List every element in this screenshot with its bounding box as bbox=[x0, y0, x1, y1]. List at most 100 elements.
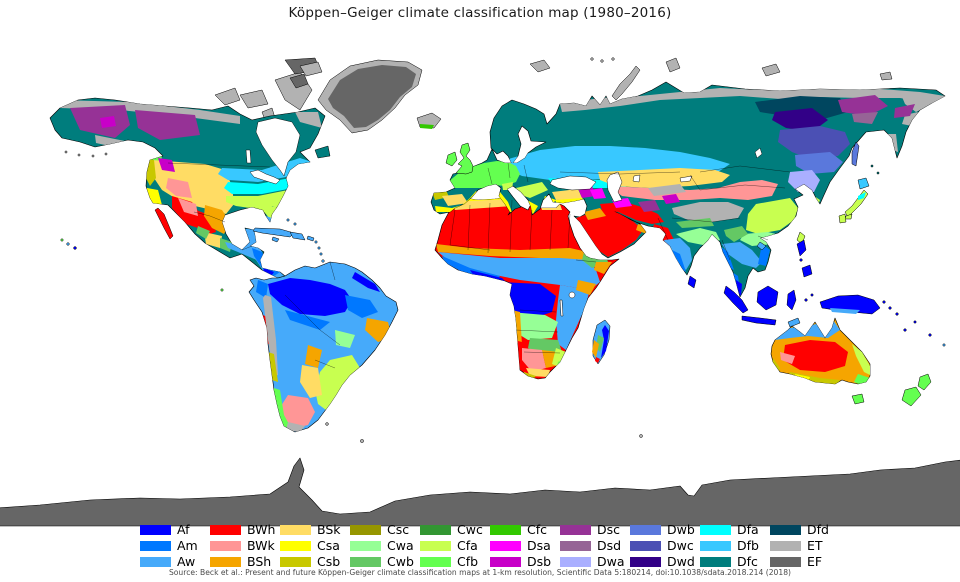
legend-swatch-Dwa bbox=[560, 556, 591, 568]
legend-item-Am: Am bbox=[140, 538, 210, 554]
legend-swatch-EF bbox=[770, 556, 801, 568]
eurasia bbox=[430, 57, 946, 328]
legend-item-BWk: BWk bbox=[210, 538, 280, 554]
legend-code-Cwa: Cwa bbox=[387, 538, 414, 553]
legend-code-Dsc: Dsc bbox=[597, 522, 621, 537]
legend-item-BWh: BWh bbox=[210, 522, 280, 538]
legend-code-Csb: Csb bbox=[317, 554, 341, 569]
legend-code-Dwc: Dwc bbox=[667, 538, 694, 553]
legend-swatch-Dfb bbox=[700, 540, 731, 552]
legend-item-Dsd: Dsd bbox=[560, 538, 630, 554]
legend-code-Cfb: Cfb bbox=[457, 554, 479, 569]
legend-code-Cfa: Cfa bbox=[457, 538, 478, 553]
legend-code-Dsa: Dsa bbox=[527, 538, 551, 553]
legend-code-EF: EF bbox=[807, 554, 823, 569]
legend-swatch-Csa bbox=[280, 540, 311, 552]
legend-swatch-BSh bbox=[210, 556, 241, 568]
legend-code-Dwb: Dwb bbox=[667, 522, 695, 537]
eurasia-climate-patches bbox=[432, 88, 945, 296]
legend-swatch-BWk bbox=[210, 540, 241, 552]
legend-item-Dsc: Dsc bbox=[560, 522, 630, 538]
legend-swatch-Dfd bbox=[770, 524, 801, 536]
legend-swatch-ET bbox=[770, 540, 801, 552]
legend-item-Dwc: Dwc bbox=[630, 538, 700, 554]
legend-item-Cfc: Cfc bbox=[490, 522, 560, 538]
legend-swatch-Dwd bbox=[630, 556, 661, 568]
legend-code-Dfb: Dfb bbox=[737, 538, 759, 553]
legend-item-Cwc: Cwc bbox=[420, 522, 490, 538]
legend-item-Cfb: Cfb bbox=[420, 554, 490, 570]
antarctica bbox=[0, 434, 960, 527]
legend-swatch-Dfc bbox=[700, 556, 731, 568]
legend-item-Csb: Csb bbox=[280, 554, 350, 570]
legend-item-EF: EF bbox=[770, 554, 840, 570]
legend-swatch-BWh bbox=[210, 524, 241, 536]
page-title: Köppen–Geiger climate classification map… bbox=[288, 5, 672, 21]
legend-swatch-Cfc bbox=[490, 524, 521, 536]
legend-swatch-Dwc bbox=[630, 540, 661, 552]
legend-item-Dwd: Dwd bbox=[630, 554, 700, 570]
legend-code-Dfc: Dfc bbox=[737, 554, 758, 569]
source-citation: Source: Beck et al.: Present and future … bbox=[168, 568, 792, 577]
legend-item-Af: Af bbox=[140, 522, 210, 538]
legend-item-ET: ET bbox=[770, 538, 840, 554]
legend-item-Dwb: Dwb bbox=[630, 522, 700, 538]
legend-code-Aw: Aw bbox=[177, 554, 196, 569]
legend-item-Dwa: Dwa bbox=[560, 554, 630, 570]
legend-swatch-Csb bbox=[280, 556, 311, 568]
legend-item-Aw: Aw bbox=[140, 554, 210, 570]
legend-item-Dfa: Dfa bbox=[700, 522, 770, 538]
legend-swatch-Dsa bbox=[490, 540, 521, 552]
oceania bbox=[770, 317, 946, 407]
legend-swatch-Cfb bbox=[420, 556, 451, 568]
legend-code-BSh: BSh bbox=[247, 554, 272, 569]
legend-code-Dfa: Dfa bbox=[737, 522, 759, 537]
legend-item-Csc: Csc bbox=[350, 522, 420, 538]
legend-code-Cwc: Cwc bbox=[457, 522, 483, 537]
legend-item-Dsb: Dsb bbox=[490, 554, 560, 570]
legend-swatch-Cwc bbox=[420, 524, 451, 536]
south-america-climate-patches bbox=[256, 272, 392, 432]
legend-item-Dsa: Dsa bbox=[490, 538, 560, 554]
country-borders bbox=[167, 162, 791, 369]
south-america bbox=[220, 261, 399, 433]
legend-swatch-Dfa bbox=[700, 524, 731, 536]
legend-code-Cfc: Cfc bbox=[527, 522, 548, 537]
legend: Af Am Aw BWh BWk BSh BSk Csa Csb Csc Cwa Cwb Cwc Cfa C… bbox=[140, 522, 840, 570]
legend-item-Cwa: Cwa bbox=[350, 538, 420, 554]
legend-code-Dsd: Dsd bbox=[597, 538, 622, 553]
legend-swatch-Cfa bbox=[420, 540, 451, 552]
legend-swatch-Dsb bbox=[490, 556, 521, 568]
legend-swatch-Am bbox=[140, 540, 171, 552]
legend-swatch-Csc bbox=[350, 524, 381, 536]
legend-swatch-BSk bbox=[280, 524, 311, 536]
legend-code-Dfd: Dfd bbox=[807, 522, 829, 537]
legend-code-Af: Af bbox=[177, 522, 190, 537]
legend-swatch-Dsc bbox=[560, 524, 591, 536]
north-america bbox=[49, 57, 442, 279]
legend-item-Cwb: Cwb bbox=[350, 554, 420, 570]
legend-item-Cfa: Cfa bbox=[420, 538, 490, 554]
legend-swatch-Cwb bbox=[350, 556, 381, 568]
legend-code-BSk: BSk bbox=[317, 522, 341, 537]
legend-code-Cwb: Cwb bbox=[387, 554, 414, 569]
legend-code-Am: Am bbox=[177, 538, 198, 553]
legend-item-Dfc: Dfc bbox=[700, 554, 770, 570]
legend-swatch-Dwb bbox=[630, 524, 661, 536]
legend-code-Dwd: Dwd bbox=[667, 554, 695, 569]
legend-code-Dwa: Dwa bbox=[597, 554, 625, 569]
legend-item-BSk: BSk bbox=[280, 522, 350, 538]
legend-item-Csa: Csa bbox=[280, 538, 350, 554]
legend-code-Csa: Csa bbox=[317, 538, 340, 553]
legend-code-BWk: BWk bbox=[247, 538, 275, 553]
legend-code-Csc: Csc bbox=[387, 522, 410, 537]
legend-swatch-Cwa bbox=[350, 540, 381, 552]
legend-swatch-Af bbox=[140, 524, 171, 536]
legend-item-Dfd: Dfd bbox=[770, 522, 840, 538]
legend-item-BSh: BSh bbox=[210, 554, 280, 570]
legend-item-Dfb: Dfb bbox=[700, 538, 770, 554]
legend-code-ET: ET bbox=[807, 538, 823, 553]
legend-code-Dsb: Dsb bbox=[527, 554, 552, 569]
legend-swatch-Dsd bbox=[560, 540, 591, 552]
